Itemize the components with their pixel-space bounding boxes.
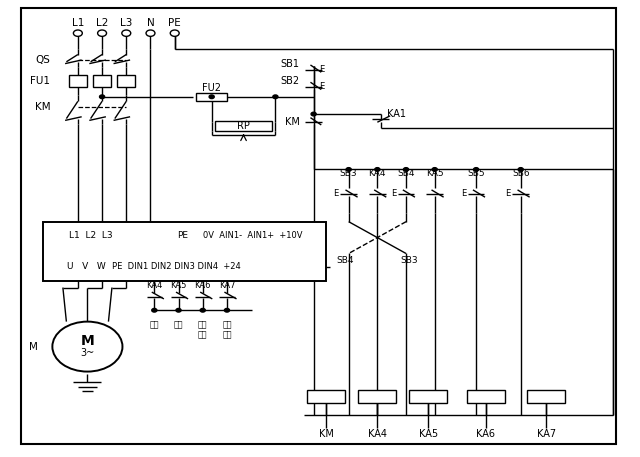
Circle shape (346, 168, 351, 171)
Text: E: E (390, 189, 396, 197)
Bar (69, 74, 87, 87)
Circle shape (311, 112, 316, 116)
Text: PE: PE (177, 231, 189, 240)
Bar (117, 74, 135, 87)
Circle shape (375, 168, 380, 171)
Text: 正转: 正转 (150, 320, 159, 329)
Circle shape (100, 95, 104, 99)
Circle shape (474, 168, 479, 171)
Text: L1  L2  L3: L1 L2 L3 (68, 231, 113, 240)
Bar (307, 390, 346, 404)
Circle shape (225, 308, 230, 312)
Text: KA1: KA1 (387, 109, 406, 119)
Text: KA4: KA4 (368, 429, 387, 439)
Bar (409, 390, 447, 404)
Text: SB2: SB2 (280, 76, 300, 86)
Text: KA5: KA5 (170, 281, 187, 290)
Bar (358, 390, 396, 404)
Text: M: M (29, 341, 38, 351)
Text: KA7: KA7 (537, 429, 556, 439)
Bar (93, 74, 111, 87)
Text: KA5: KA5 (419, 429, 438, 439)
Text: SB1: SB1 (280, 59, 300, 69)
Text: 3~: 3~ (80, 348, 95, 358)
Text: 0V  AIN1-  AIN1+  +10V: 0V AIN1- AIN1+ +10V (204, 231, 303, 240)
Text: E: E (461, 189, 466, 197)
Text: L3: L3 (120, 18, 132, 28)
Text: QS: QS (35, 55, 51, 65)
Text: KA4: KA4 (369, 170, 386, 179)
Text: E: E (319, 65, 324, 74)
Text: RP: RP (237, 121, 250, 131)
Text: E: E (506, 189, 511, 197)
Text: L1: L1 (72, 18, 84, 28)
Bar (215, 121, 272, 131)
Text: E: E (319, 82, 324, 91)
Text: PE: PE (168, 18, 181, 28)
Text: KA4: KA4 (146, 281, 163, 290)
Text: 正向
点动: 正向 点动 (198, 320, 207, 340)
Text: 反转: 反转 (174, 320, 183, 329)
Text: KA6: KA6 (195, 281, 211, 290)
Circle shape (176, 308, 181, 312)
Text: KA5: KA5 (426, 170, 444, 179)
Text: N: N (147, 18, 154, 28)
Text: KA6: KA6 (476, 429, 495, 439)
Text: KM: KM (319, 429, 334, 439)
Text: 反向
点动: 反向 点动 (222, 320, 232, 340)
Text: FU2: FU2 (202, 83, 221, 93)
Circle shape (146, 30, 155, 37)
Text: FU1: FU1 (29, 76, 50, 86)
Text: SB4: SB4 (397, 170, 415, 179)
Text: KA7: KA7 (219, 281, 236, 290)
Text: SB5: SB5 (467, 170, 485, 179)
Circle shape (152, 308, 157, 312)
Text: KM: KM (285, 117, 300, 127)
Circle shape (170, 30, 179, 37)
Text: SB3: SB3 (401, 256, 418, 265)
Circle shape (122, 30, 131, 37)
Circle shape (432, 168, 437, 171)
Text: E: E (333, 189, 339, 197)
Text: SB6: SB6 (512, 170, 529, 179)
Text: L2: L2 (96, 18, 108, 28)
Text: U   V   W: U V W (67, 262, 106, 271)
Circle shape (52, 322, 122, 372)
Text: PE  DIN1 DIN2 DIN3 DIN4  +24: PE DIN1 DIN2 DIN3 DIN4 +24 (112, 262, 241, 271)
Circle shape (273, 95, 278, 99)
Circle shape (403, 168, 408, 171)
Circle shape (518, 168, 524, 171)
Text: SB3: SB3 (340, 170, 358, 179)
Circle shape (74, 30, 83, 37)
Bar (527, 390, 565, 404)
Text: M: M (81, 334, 94, 348)
Circle shape (200, 308, 205, 312)
Circle shape (98, 30, 106, 37)
Bar (43, 222, 326, 281)
Text: KM: KM (35, 102, 51, 112)
Bar (467, 390, 505, 404)
Circle shape (209, 95, 214, 99)
Text: SB4: SB4 (337, 256, 354, 265)
Bar (196, 93, 227, 101)
